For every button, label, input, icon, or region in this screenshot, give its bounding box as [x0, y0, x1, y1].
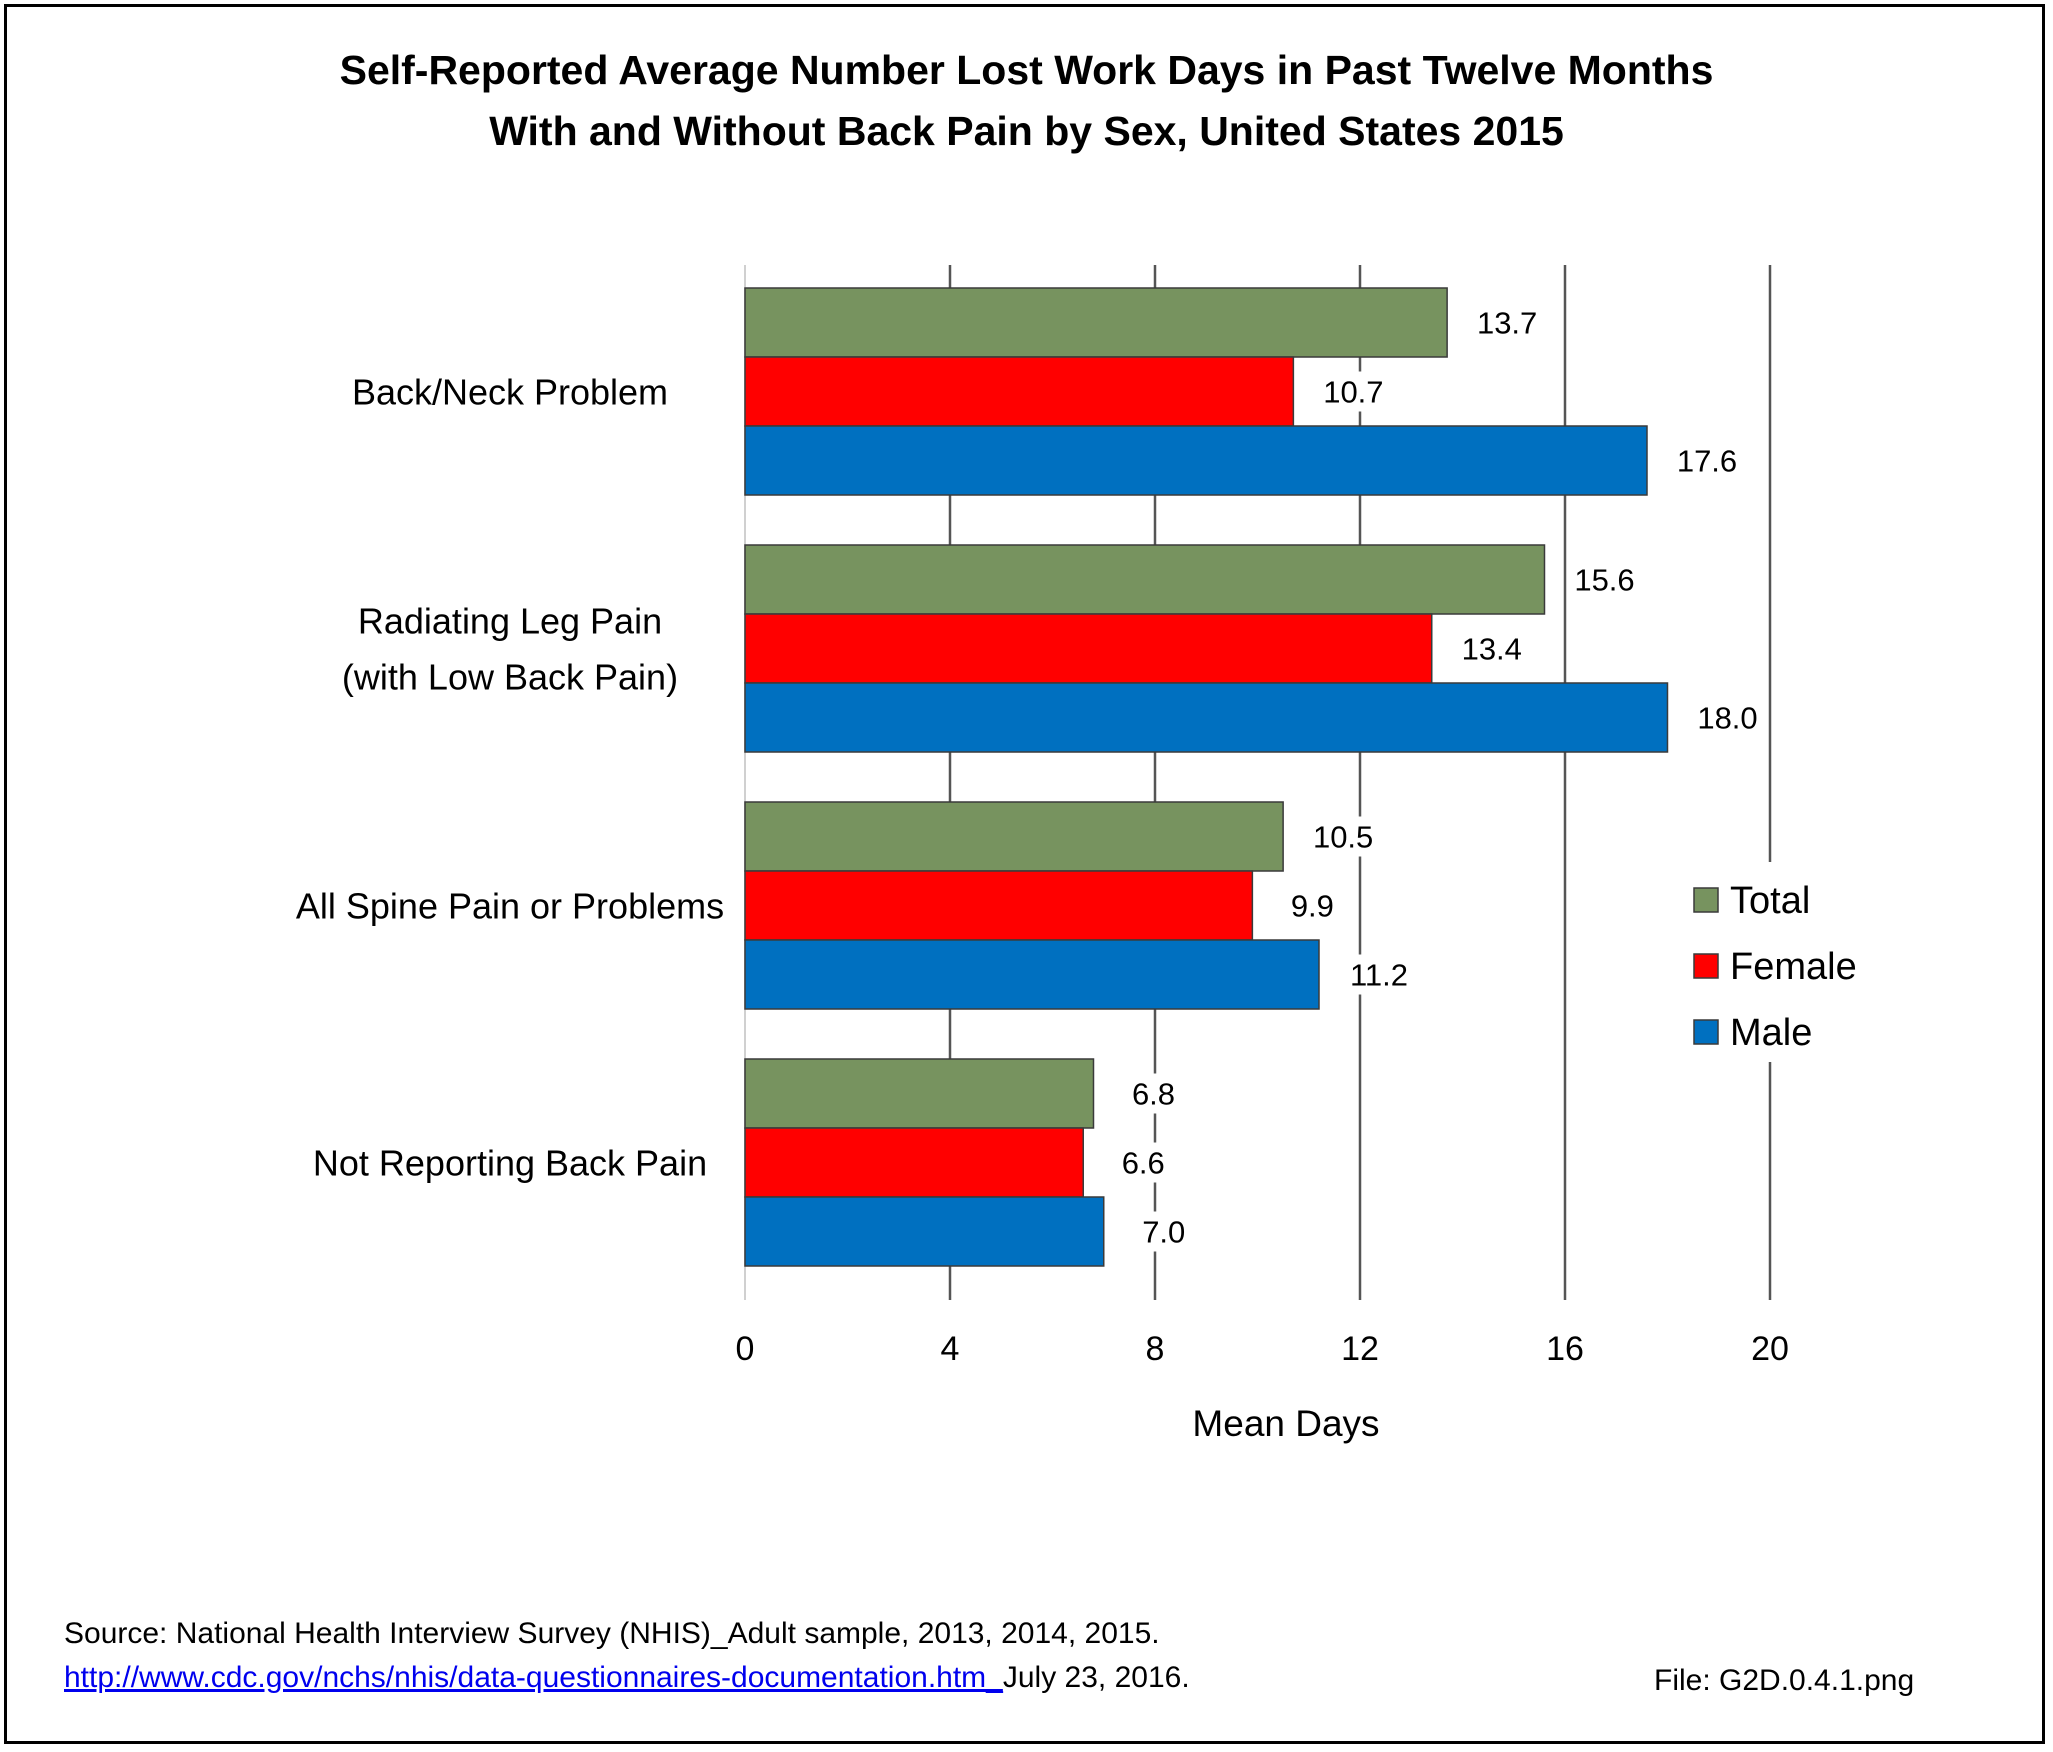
chart-title-line1: Self-Reported Average Number Lost Work D… — [339, 47, 1714, 93]
value-label: 6.8 — [1132, 1077, 1175, 1112]
chart-frame — [4, 4, 2045, 1744]
x-tick-label: 4 — [941, 1330, 960, 1368]
x-tick-label: 8 — [1146, 1330, 1165, 1368]
chart-title-line2: With and Without Back Pain by Sex, Unite… — [489, 108, 1564, 154]
x-tick-label: 20 — [1751, 1330, 1789, 1368]
category-label: Back/Neck Problem — [352, 372, 668, 413]
value-label-background — [1697, 697, 1758, 738]
bar-total — [744, 801, 1284, 872]
value-label: 6.6 — [1122, 1146, 1165, 1181]
category-label: Radiating Leg Pain — [358, 601, 662, 642]
value-label: 10.5 — [1313, 820, 1373, 855]
x-tick-label: 12 — [1341, 1330, 1379, 1368]
category-label: (with Low Back Pain) — [342, 657, 678, 698]
legend-label-male: Male — [1730, 1012, 1812, 1054]
bar-male — [744, 682, 1669, 753]
source-link-line: http://www.cdc.gov/nchs/nhis/data-questi… — [64, 1658, 1190, 1698]
legend-swatch-female — [1693, 953, 1719, 979]
value-label: 10.7 — [1323, 375, 1383, 410]
legend-swatch-total — [1693, 887, 1719, 913]
bar-male — [744, 939, 1320, 1010]
value-label-background — [1133, 1211, 1194, 1252]
value-label: 11.2 — [1350, 958, 1408, 993]
value-label-background — [1313, 816, 1374, 857]
bar-male — [744, 425, 1648, 496]
x-axis-title: Mean Days — [1192, 1403, 1379, 1444]
legend-label-female: Female — [1730, 946, 1857, 988]
source-link[interactable]: http://www.cdc.gov/nchs/nhis/data-questi… — [64, 1661, 1003, 1694]
bar-female — [744, 613, 1433, 684]
value-label: 9.9 — [1291, 889, 1334, 924]
value-label-background — [1574, 559, 1635, 600]
bar-female — [744, 1127, 1084, 1198]
legend-label-total: Total — [1730, 880, 1810, 922]
source-date: July 23, 2016. — [1002, 1661, 1190, 1694]
value-label-background — [1677, 440, 1737, 481]
bar-male — [744, 1196, 1105, 1267]
value-label: 17.6 — [1677, 444, 1737, 479]
bar-total — [744, 544, 1546, 615]
bar-female — [744, 870, 1254, 941]
value-label: 13.7 — [1477, 306, 1537, 341]
x-tick-label: 16 — [1546, 1330, 1584, 1368]
value-label-background — [1113, 1142, 1174, 1183]
category-label: All Spine Pain or Problems — [296, 886, 724, 927]
value-label: 18.0 — [1697, 701, 1757, 736]
value-label-background — [1477, 302, 1538, 343]
bar-total — [744, 1058, 1095, 1129]
value-label: 15.6 — [1574, 563, 1634, 598]
value-label-background — [1349, 954, 1409, 995]
value-label: 7.0 — [1142, 1215, 1185, 1250]
value-label-background — [1123, 1073, 1184, 1114]
legend-swatch-male — [1693, 1019, 1719, 1045]
value-label-background — [1282, 885, 1343, 926]
source-note: Source: National Health Interview Survey… — [64, 1617, 1160, 1650]
value-label: 13.4 — [1462, 632, 1522, 667]
category-label: Not Reporting Back Pain — [313, 1143, 707, 1184]
value-label-background — [1323, 371, 1384, 412]
x-tick-label: 0 — [736, 1330, 755, 1368]
bar-female — [744, 356, 1295, 427]
bar-total — [744, 287, 1448, 358]
value-label-background — [1461, 628, 1522, 669]
file-label: File: G2D.0.4.1.png — [1654, 1664, 1915, 1697]
